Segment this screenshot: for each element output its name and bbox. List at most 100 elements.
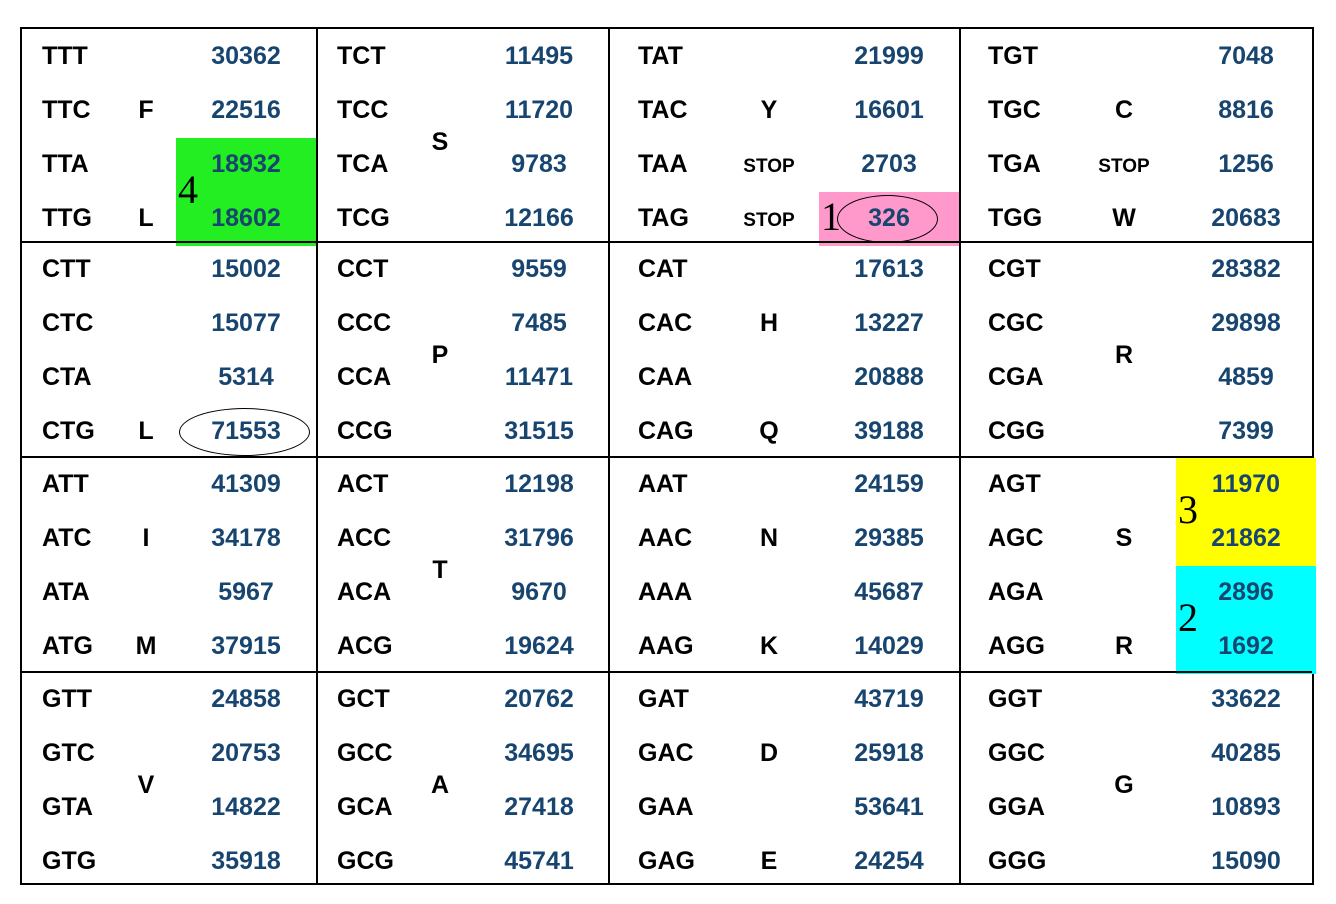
highlight-number: 4 bbox=[178, 167, 198, 212]
codon-label: GCA bbox=[337, 793, 393, 821]
codon-label: ATG bbox=[42, 632, 93, 660]
codon-count: 9783 bbox=[511, 150, 567, 178]
codon-count: 30362 bbox=[211, 42, 281, 70]
codon-count: 34695 bbox=[504, 739, 574, 767]
amino-acid-label: F bbox=[138, 96, 154, 124]
codon-count: 39188 bbox=[854, 417, 924, 445]
amino-acid-label: M bbox=[135, 632, 157, 660]
codon-count: 20753 bbox=[211, 739, 281, 767]
circled-value-outline bbox=[836, 195, 938, 243]
amino-acid-label: C bbox=[1114, 96, 1134, 124]
codon-count: 21862 bbox=[1211, 524, 1281, 552]
amino-acid-label: A bbox=[430, 771, 450, 800]
codon-label: TAT bbox=[638, 42, 683, 70]
highlight-number: 2 bbox=[1178, 595, 1198, 640]
codon-label: TTT bbox=[42, 42, 88, 70]
highlight-block bbox=[176, 138, 317, 246]
codon-label: CGA bbox=[988, 363, 1044, 391]
codon-label: AAT bbox=[638, 470, 688, 498]
codon-label: TTG bbox=[42, 204, 92, 232]
highlight-number: 3 bbox=[1178, 487, 1198, 532]
codon-count: 40285 bbox=[1211, 739, 1281, 767]
codon-count: 7485 bbox=[511, 309, 567, 337]
codon-label: GCT bbox=[337, 685, 390, 713]
codon-label: AGT bbox=[988, 470, 1041, 498]
circled-value-outline bbox=[178, 408, 310, 456]
codon-count: 20888 bbox=[854, 363, 924, 391]
codon-count: 2896 bbox=[1218, 578, 1274, 606]
amino-acid-label: G bbox=[1114, 771, 1134, 800]
amino-acid-label: L bbox=[138, 204, 154, 232]
codon-label: GAC bbox=[638, 739, 694, 767]
codon-label: GAG bbox=[638, 847, 695, 875]
amino-acid-label: STOP bbox=[743, 156, 795, 177]
codon-count: 15077 bbox=[211, 309, 281, 337]
codon-label: GTG bbox=[42, 847, 97, 875]
codon-label: GTC bbox=[42, 739, 95, 767]
codon-count: 8816 bbox=[1218, 96, 1274, 124]
codon-count: 29385 bbox=[854, 524, 924, 552]
codon-count: 15002 bbox=[211, 255, 281, 283]
codon-count: 35918 bbox=[211, 847, 281, 875]
amino-acid-label: Q bbox=[759, 417, 779, 445]
codon-count: 25918 bbox=[854, 739, 924, 767]
codon-label: TCC bbox=[337, 96, 389, 124]
amino-acid-label: P bbox=[431, 341, 449, 370]
codon-count: 24858 bbox=[211, 685, 281, 713]
amino-acid-label: V bbox=[137, 771, 155, 800]
codon-count: 20683 bbox=[1211, 204, 1281, 232]
codon-count: 18932 bbox=[211, 150, 281, 178]
codon-count: 16601 bbox=[854, 96, 924, 124]
codon-label: TGG bbox=[988, 204, 1043, 232]
codon-count: 37915 bbox=[211, 632, 281, 660]
amino-acid-label: Y bbox=[760, 96, 778, 124]
codon-label: GGG bbox=[988, 847, 1047, 875]
row-divider bbox=[22, 241, 1312, 243]
codon-label: ATT bbox=[42, 470, 89, 498]
codon-label: GCC bbox=[337, 739, 393, 767]
codon-label: AAC bbox=[638, 524, 693, 552]
column-divider bbox=[959, 29, 961, 883]
codon-count: 4859 bbox=[1218, 363, 1274, 391]
codon-count: 53641 bbox=[854, 793, 924, 821]
amino-acid-label: STOP bbox=[743, 210, 795, 231]
codon-label: GGT bbox=[988, 685, 1043, 713]
codon-count: 11720 bbox=[504, 96, 574, 124]
codon-label: CCA bbox=[337, 363, 392, 391]
codon-label: GTA bbox=[42, 793, 93, 821]
codon-label: AAG bbox=[638, 632, 694, 660]
codon-label: GGA bbox=[988, 793, 1045, 821]
codon-count: 5314 bbox=[218, 363, 274, 391]
codon-label: TCG bbox=[337, 204, 390, 232]
codon-count: 17613 bbox=[854, 255, 924, 283]
codon-count: 18602 bbox=[211, 204, 281, 232]
codon-count: 1256 bbox=[1218, 150, 1274, 178]
codon-label: CCG bbox=[337, 417, 393, 445]
codon-count: 27418 bbox=[504, 793, 574, 821]
highlight-block bbox=[1176, 458, 1316, 566]
codon-count: 5967 bbox=[218, 578, 274, 606]
codon-label: ACT bbox=[337, 470, 389, 498]
codon-count: 1692 bbox=[1218, 632, 1274, 660]
codon-label: TGT bbox=[988, 42, 1038, 70]
codon-count: 13227 bbox=[854, 309, 924, 337]
amino-acid-label: I bbox=[142, 524, 150, 552]
amino-acid-label: E bbox=[760, 847, 778, 875]
codon-label: GAA bbox=[638, 793, 694, 821]
codon-label: TCA bbox=[337, 150, 389, 178]
codon-label: CAT bbox=[638, 255, 688, 283]
codon-count: 10893 bbox=[1211, 793, 1281, 821]
codon-count: 31796 bbox=[504, 524, 574, 552]
codon-count: 14822 bbox=[211, 793, 281, 821]
codon-count: 24159 bbox=[854, 470, 924, 498]
amino-acid-label: L bbox=[138, 417, 154, 445]
codon-label: TAC bbox=[638, 96, 688, 124]
codon-label: TGA bbox=[988, 150, 1041, 178]
codon-count: 45741 bbox=[504, 847, 574, 875]
amino-acid-label: T bbox=[432, 556, 448, 585]
codon-label: AGC bbox=[988, 524, 1044, 552]
codon-count: 33622 bbox=[1211, 685, 1281, 713]
amino-acid-label: K bbox=[759, 632, 779, 660]
codon-count: 29898 bbox=[1211, 309, 1281, 337]
row-divider bbox=[22, 671, 1312, 673]
